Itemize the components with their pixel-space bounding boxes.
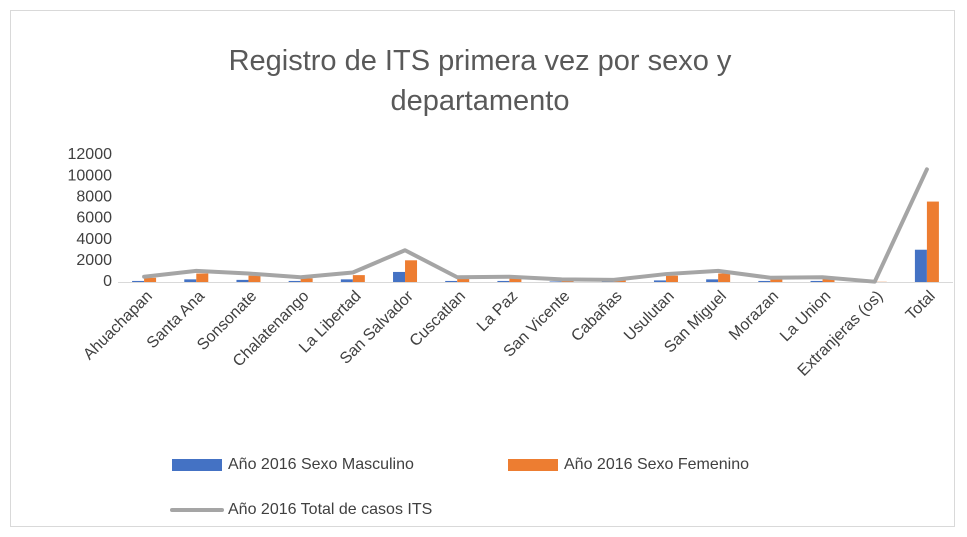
bar [393,271,406,282]
bar [706,279,719,282]
y-tick-label: 10000 [68,167,113,184]
chart-border [10,10,955,527]
bar [718,273,731,282]
bar [665,275,678,282]
y-tick-label: 4000 [76,231,112,248]
bar [810,280,823,282]
chart-title: Registro de ITS primera vez por sexo y de… [229,45,732,117]
y-tick-label: 12000 [68,146,113,163]
bar [770,278,783,282]
bar [758,280,771,282]
legend-label: Año 2016 Sexo Masculino [228,456,414,473]
bar [196,273,209,282]
bar [236,279,249,282]
y-tick-label: 2000 [76,252,112,269]
bar [914,249,927,282]
bar [132,280,145,282]
line [142,167,929,284]
legend-swatch [508,459,558,471]
bar [445,280,458,282]
bar [653,280,666,282]
legend-label: Año 2016 Total de casos ITS [228,501,432,518]
bar [509,277,522,282]
bar [248,275,261,282]
y-tick-label: 8000 [76,189,112,206]
bar [184,279,197,282]
y-tick-label: 0 [103,273,112,290]
bar [144,277,157,282]
bar [822,278,835,282]
bar [549,281,562,282]
y-tick-label: 6000 [76,210,112,227]
bar [288,280,301,282]
bar [340,279,353,282]
bar [497,280,510,282]
bar [457,278,470,282]
bar [300,278,313,282]
bar [926,201,939,282]
bar [405,260,418,282]
legend-label: Año 2016 Sexo Femenino [564,456,749,473]
legend-swatch [172,459,222,471]
bar [352,275,365,282]
